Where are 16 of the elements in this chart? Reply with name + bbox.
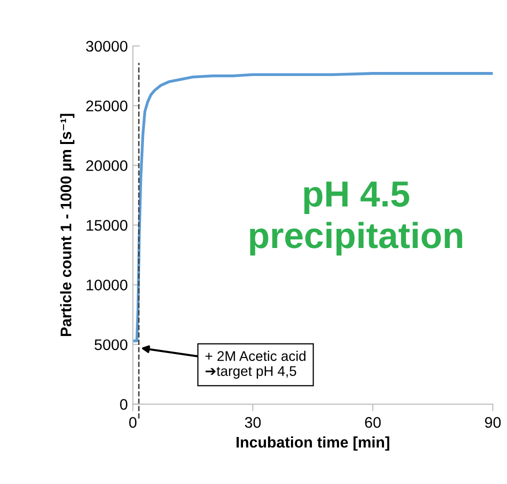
y-tick-label: 15000 [86,220,128,231]
x-tick-label: 0 [129,417,136,428]
annotation: + 2M Acetic acid ➔target pH 4,5 [206,350,306,379]
y-tick-label: 25000 [86,100,128,112]
x-axis-title: Incubation time [min] [236,436,390,451]
y-tick-label: 30000 [86,40,128,52]
line-series [132,72,493,342]
x-tick-label: 60 [365,417,381,428]
annotation: pH 4.5 precipitation [250,182,462,256]
x-tick-label: 30 [244,417,261,428]
y-tick-label: 0 [120,399,128,410]
y-tick-label: 10000 [86,280,128,290]
y-axis-title: Particle count 1 - 1000 µm [s⁻¹] [60,114,74,336]
x-tick-label: 90 [485,417,501,428]
y-tick-label: 5000 [94,339,128,350]
y-tick-label: 20000 [86,160,128,172]
